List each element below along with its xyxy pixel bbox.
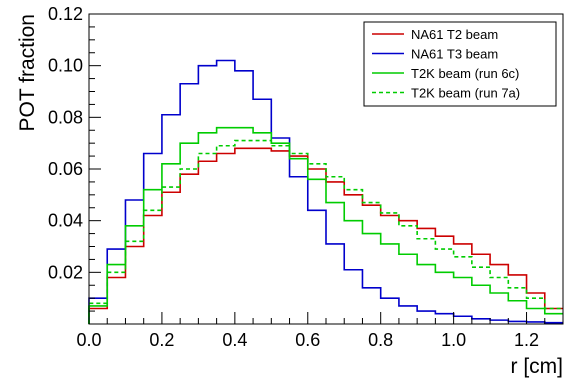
x-tick-label: 0.4 [222,330,247,350]
legend-label: NA61 T2 beam [411,27,498,42]
x-tick-label: 0.8 [368,330,393,350]
legend-label: T2K beam (run 6c) [411,66,519,81]
series-line-3 [88,126,563,324]
x-tick-label: 1.0 [441,330,466,350]
y-tick-label: 0.06 [48,159,83,179]
x-axis-ticks: 0.0 0.2 0.4 0.6 0.8 1.0 1.2 [76,312,564,350]
x-tick-label: 0.6 [295,330,320,350]
x-tick-label: 1.2 [514,330,539,350]
series-line-4 [88,139,563,324]
legend-label: NA61 T3 beam [411,47,498,62]
series-line-2 [88,59,563,324]
y-tick-label: 0.08 [48,107,83,127]
x-tick-label: 0.0 [76,330,101,350]
y-axis-ticks: 0.02 0.04 0.06 0.08 0.10 0.12 [48,4,101,325]
legend-label: T2K beam (run 7a) [411,86,520,101]
x-tick-label: 0.2 [149,330,174,350]
y-tick-label: 0.12 [48,4,83,24]
y-tick-label: 0.10 [48,56,83,76]
y-tick-label: 0.04 [48,211,83,231]
y-tick-label: 0.02 [48,262,83,282]
legend: NA61 T2 beam NA61 T3 beam T2K beam (run 6c… [363,21,557,107]
x-axis-title: r [cm] [511,355,564,378]
series-layer [88,59,563,324]
y-axis-title: POT fraction [16,14,39,132]
